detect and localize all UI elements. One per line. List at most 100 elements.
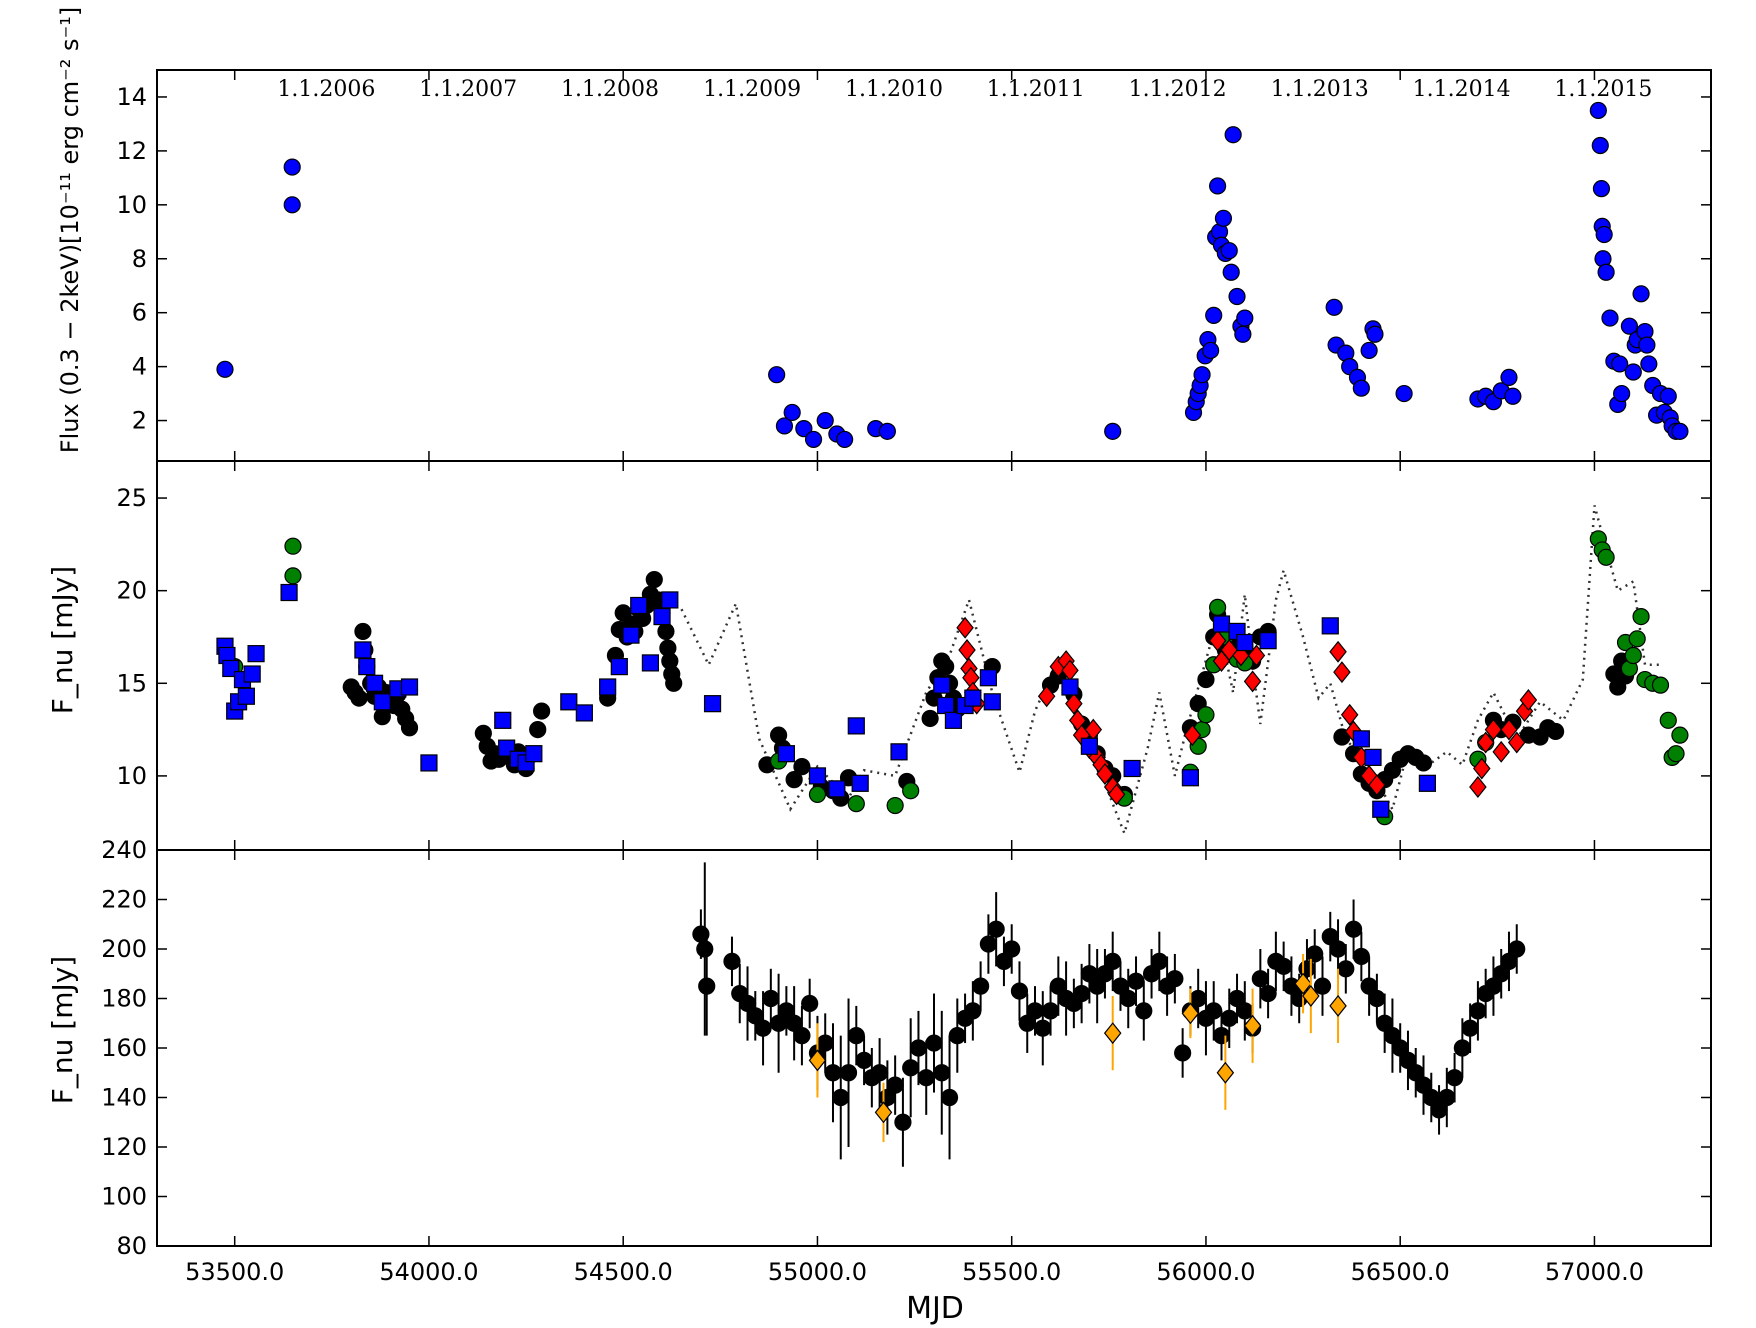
- middle-series-1-point: [808, 785, 827, 804]
- top-series-0-point: [1352, 379, 1370, 397]
- middle-series-2-point: [1329, 640, 1347, 663]
- top-series-0-point: [1659, 387, 1677, 405]
- bottom-series-0-point: [987, 920, 1005, 938]
- middle-series-1-point: [1597, 548, 1615, 566]
- middle-series-2-point: [1107, 783, 1126, 806]
- bottom-series-0-point: [1127, 972, 1145, 990]
- middle-series-2-point: [1333, 661, 1351, 684]
- bottom-series-0-point: [1041, 1002, 1060, 1020]
- top-series-0-point: [1591, 136, 1609, 155]
- middle-series-3-point: [1212, 615, 1231, 633]
- date-label: 1.1.2010: [845, 77, 943, 102]
- middle-series-3-point: [1321, 617, 1339, 635]
- middle-series-3-point: [641, 654, 659, 672]
- bottom-series-0-point: [948, 1027, 966, 1045]
- panel-frames: 2 4 6 8 10 12 14 10 15 20 25 80 100 120 140 160 180 200 22…: [101, 69, 1712, 1286]
- middle-series-0-point: [785, 771, 803, 789]
- top-series-0-point: [1366, 325, 1384, 343]
- bottom-series-0-point: [1220, 1009, 1238, 1027]
- bottom-series-0-point: [917, 1069, 935, 1087]
- x-tick-label: 57000.0: [1545, 1258, 1644, 1286]
- bottom-series-0-point: [1438, 1088, 1456, 1107]
- bottom-series-1-point: [1302, 985, 1320, 1007]
- top-series-0-point: [1595, 225, 1613, 244]
- middle-series-3-point: [937, 696, 955, 715]
- middle-series-1-point: [1209, 598, 1227, 616]
- middle-series-3-point: [1364, 748, 1382, 766]
- bottom-series-0-point: [1469, 1002, 1487, 1020]
- date-label: 1.1.2007: [419, 77, 517, 102]
- middle-series-3-point: [560, 693, 578, 711]
- middle-series-3-point: [365, 674, 384, 692]
- middle-series-1-point: [1667, 745, 1685, 763]
- middle-series-1-point: [902, 782, 920, 800]
- bottom-series-0-point: [886, 1076, 904, 1094]
- middle-series-0-point: [1197, 670, 1215, 689]
- middle-series-3-point: [1372, 800, 1390, 818]
- bottom-series-0-point: [754, 1019, 772, 1037]
- bottom-series-0-point: [1205, 1002, 1223, 1020]
- top-series-0-point: [1638, 336, 1656, 354]
- date-label: 1.1.2014: [1413, 77, 1511, 102]
- bottom-series-0-point: [1166, 970, 1184, 988]
- date-label: 1.1.2006: [277, 77, 375, 102]
- middle-series-3-point: [494, 711, 512, 729]
- bottom-series-0-point: [1298, 960, 1316, 978]
- bottom-series-0-point: [801, 994, 819, 1013]
- middle-series-0-point: [1546, 722, 1565, 741]
- bottom-y-tick-label: 120: [101, 1133, 147, 1161]
- top-series-0-point: [1592, 180, 1611, 198]
- top-series-0-point: [878, 422, 896, 440]
- top-series-0-point: [283, 158, 301, 176]
- middle-series-0-point: [665, 674, 683, 692]
- bottom-series-0-point: [832, 1088, 850, 1107]
- bottom-series-1-point: [808, 1049, 827, 1072]
- bottom-series-0-point: [816, 1034, 834, 1052]
- x-tick-label: 54500.0: [574, 1258, 673, 1286]
- x-tick-label: 55000.0: [768, 1258, 867, 1286]
- top-series-0-point: [1202, 341, 1220, 360]
- middle-series-1-point: [284, 537, 302, 555]
- bottom-series-1-point: [1181, 1002, 1200, 1025]
- bottom-series-0-point: [1189, 989, 1207, 1008]
- top-y-tick-label: 12: [116, 137, 147, 165]
- middle-series-1-point: [1671, 726, 1689, 744]
- bottom-series-0-point: [824, 1064, 842, 1082]
- bottom-series-1-point: [1294, 972, 1312, 995]
- middle-series-3-point: [1236, 633, 1254, 652]
- bottom-series-1-point: [874, 1101, 893, 1124]
- middle-y-tick-label: 15: [116, 669, 147, 697]
- top-series-0-point: [1193, 366, 1211, 384]
- middle-series-2-point: [1500, 718, 1518, 741]
- bottom-series-0-point: [1073, 984, 1091, 1003]
- top-series-0-point: [1228, 287, 1246, 306]
- middle-series-1-point: [1628, 630, 1646, 648]
- bottom-series-0-point: [723, 952, 741, 970]
- bottom-y-tick-label: 160: [101, 1034, 147, 1062]
- top-y-tick-label: 2: [132, 407, 147, 435]
- middle-series-3-point: [280, 583, 298, 602]
- middle-series-1-point: [284, 567, 302, 585]
- date-label: 1.1.2008: [561, 77, 659, 102]
- bottom-series-1-point: [1243, 1014, 1262, 1037]
- bottom-y-tick-label: 80: [116, 1232, 147, 1260]
- bottom-series-1-point: [1329, 994, 1347, 1017]
- middle-series-2-point: [1519, 688, 1538, 711]
- middle-series-3-point: [525, 745, 543, 763]
- bottom-y-tick-label: 180: [101, 985, 147, 1013]
- bottom-series-0-point: [933, 1064, 951, 1082]
- bottom-series-0-point: [894, 1113, 912, 1131]
- top-series-0-point: [1611, 355, 1629, 373]
- middle-series-0-point: [354, 622, 372, 641]
- bottom-y-tick-label: 240: [101, 836, 147, 864]
- x-tick-label: 56000.0: [1156, 1258, 1255, 1286]
- middle-y-tick-label: 20: [116, 577, 147, 605]
- bottom-series-0-point: [1119, 989, 1137, 1008]
- top-panel-y-axis-label: Flux (0.3 − 2keV)[10⁻¹¹ erg cm⁻² s⁻¹]: [56, 7, 84, 453]
- middle-series-3-point: [358, 658, 376, 676]
- x-tick-label: 56500.0: [1351, 1258, 1450, 1286]
- x-axis-label: MJD: [906, 1291, 964, 1326]
- bottom-series-0-point: [964, 1002, 982, 1020]
- middle-series-3-point: [933, 676, 951, 694]
- top-series-0-point: [1325, 298, 1343, 316]
